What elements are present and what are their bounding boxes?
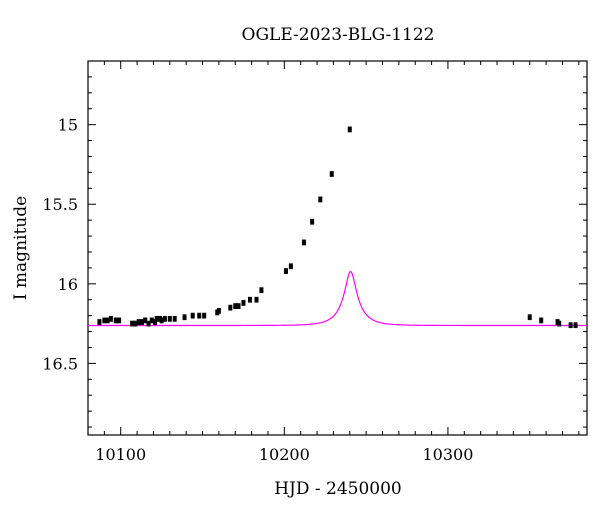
data-point: [202, 312, 207, 319]
data-point-marker: [241, 300, 246, 305]
data-point: [283, 268, 288, 274]
x-tick-label: 10200: [259, 445, 310, 464]
data-point-marker: [310, 219, 315, 224]
data-point: [190, 312, 195, 319]
data-point: [259, 287, 264, 294]
data-point: [228, 304, 233, 311]
data-point-marker: [539, 318, 544, 323]
x-tick-label: 10100: [95, 445, 146, 464]
data-point: [241, 300, 246, 306]
data-point: [573, 322, 578, 329]
data-point: [329, 171, 334, 177]
data-point: [288, 263, 293, 270]
data-point-marker: [197, 313, 202, 318]
data-point: [568, 322, 573, 329]
y-tick-label: 16: [58, 275, 78, 294]
data-point: [318, 196, 323, 203]
data-point: [149, 317, 154, 324]
data-point: [162, 315, 167, 322]
y-tick-label: 15: [58, 116, 78, 135]
data-point: [167, 315, 172, 322]
data-point-marker: [288, 264, 293, 269]
plot-border: [87, 60, 588, 436]
data-point-marker: [573, 323, 578, 328]
data-point-marker: [113, 318, 118, 323]
axis-ticks: [87, 60, 587, 435]
data-point-marker: [233, 304, 238, 309]
data-point: [310, 218, 315, 225]
data-point: [108, 315, 113, 322]
data-point-marker: [247, 297, 252, 302]
data-point-marker: [568, 323, 573, 328]
data-point-marker: [190, 313, 195, 318]
data-point: [539, 317, 544, 324]
data-point-marker: [97, 320, 102, 324]
model-curve-layer: [88, 270, 587, 327]
data-point-marker: [153, 320, 158, 324]
data-point-marker: [117, 318, 122, 323]
data-point-marker: [283, 269, 288, 274]
data-point-marker: [130, 321, 135, 326]
axis-tick-labels: 10100 10200 10300 15 15.5 16 16.5: [42, 116, 473, 464]
data-point: [236, 303, 241, 309]
data-point: [172, 315, 177, 322]
data-point-marker: [236, 304, 241, 309]
data-point: [197, 312, 202, 319]
data-point: [182, 314, 187, 321]
data-point-marker: [108, 316, 113, 321]
data-point-marker: [143, 318, 148, 323]
data-point-marker: [228, 305, 233, 310]
data-points-layer: [97, 126, 578, 329]
data-point-marker: [182, 315, 187, 320]
data-point-marker: [146, 321, 151, 326]
chart-title: OGLE-2023-BLG-1122: [242, 25, 435, 45]
y-axis-label: I magnitude: [11, 196, 31, 300]
data-point: [117, 317, 122, 324]
y-tick-label: 16.5: [42, 354, 78, 373]
data-point: [216, 307, 221, 314]
data-point: [557, 320, 562, 327]
data-point: [347, 126, 352, 133]
y-tick-label: 15.5: [42, 195, 78, 214]
data-point-marker: [301, 240, 306, 245]
data-point-marker: [167, 316, 172, 321]
data-point: [247, 296, 252, 303]
data-point: [301, 239, 306, 246]
data-point-marker: [133, 321, 138, 326]
x-axis-label: HJD - 2450000: [274, 479, 402, 499]
data-point-marker: [136, 320, 141, 324]
data-point-marker: [105, 318, 110, 323]
data-point-marker: [259, 288, 264, 293]
data-point-marker: [527, 315, 532, 320]
data-point: [146, 320, 151, 327]
data-point-marker: [318, 197, 323, 202]
model-curve: [88, 270, 587, 327]
data-point-marker: [102, 318, 107, 323]
data-point-marker: [159, 318, 164, 323]
data-point-marker: [162, 316, 167, 321]
data-point: [254, 296, 259, 303]
data-point-marker: [557, 321, 562, 326]
data-point-marker: [254, 297, 259, 302]
data-point-marker: [202, 313, 207, 318]
data-point-marker: [347, 127, 352, 132]
data-point: [97, 319, 102, 325]
data-point-marker: [154, 316, 159, 321]
data-point-marker: [172, 316, 177, 321]
data-point-marker: [139, 320, 144, 324]
data-point-marker: [149, 318, 154, 323]
x-tick-label: 10300: [422, 445, 473, 464]
data-point: [527, 314, 532, 321]
plot-frame: [87, 60, 588, 436]
data-point-marker: [329, 172, 334, 176]
data-point-marker: [216, 308, 221, 313]
